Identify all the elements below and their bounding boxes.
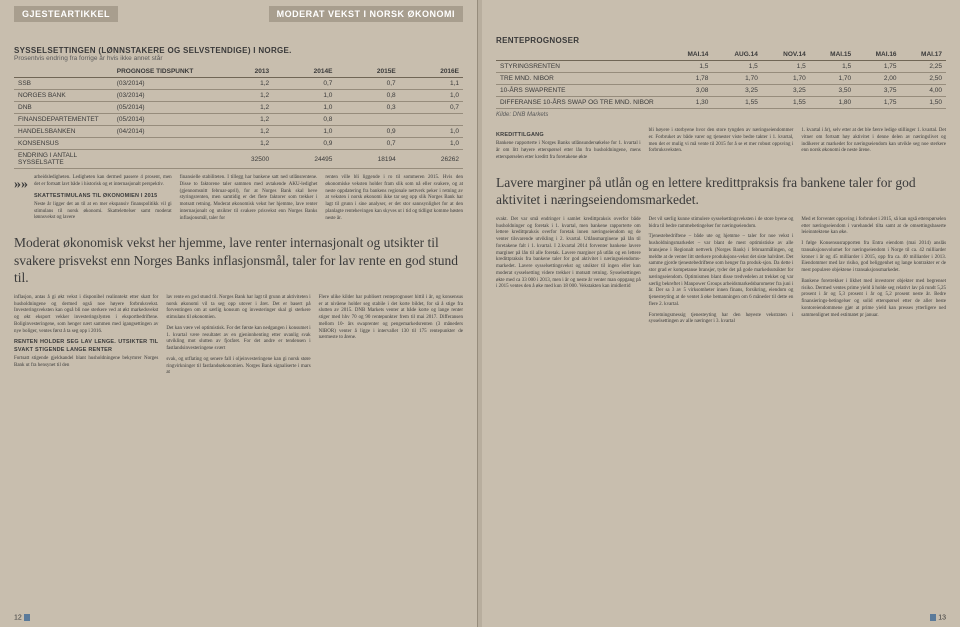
table-row: DNB(05/2014)1,21,00,30,7 [14, 102, 463, 114]
header-left: GJESTEARTIKKEL MODERAT VEKST I NORSK ØKO… [0, 0, 477, 28]
pullquote-left: Moderat økonomisk vekst her hjemme, lave… [14, 234, 463, 287]
right-col2: bli høyere i storbyene hvor den store ty… [649, 128, 794, 166]
table-row: ENDRING I ANTALL SYSSELSATTE325002449518… [14, 150, 463, 169]
table-row: TRE MND. NIBOR1,781,701,701,702,002,50 [496, 73, 946, 85]
table-row: SSB(03/2014)1,20,70,71,1 [14, 78, 463, 90]
table1-subtitle: Prosentvis endring fra forrige år hvis i… [14, 55, 463, 62]
table-renteprognoser: MAI.14AUG.14NOV.14MAI.15MAI.16MAI.17 STY… [496, 49, 946, 109]
table-row: NORGES BANK(03/2014)1,21,00,81,0 [14, 90, 463, 102]
table-row: KONSENSUS1,20,90,71,0 [14, 138, 463, 150]
table2-title: RENTEPROGNOSER [496, 36, 946, 45]
left-col1: arbeidsledigheten. Ledigheten kan dermed… [34, 175, 172, 226]
badge-left: GJESTEARTIKKEL [14, 6, 118, 22]
table-sysselsetting: PROGNOSE TIDSPUNKT20132014E2015E2016E SS… [14, 66, 463, 169]
left-col3: renten ville bli liggende i ro til somme… [325, 175, 463, 226]
right-col2b: Det vil særlig kunne stimulere sysselset… [649, 217, 794, 330]
table-row: DIFFERANSE 10-ÅRS SWAP OG TRE MND. NIBOR… [496, 97, 946, 109]
pagenum-left: 12 [14, 614, 30, 621]
right-col1b: svakt. Det var små endringer i samlet kr… [496, 217, 641, 330]
table-row: STYRINGSRENTEN1,51,51,51,51,752,25 [496, 61, 946, 73]
left-col3b: Flere ulike kilder har publisert rentepr… [319, 295, 463, 381]
page-right: RENTEPROGNOSER MAI.14AUG.14NOV.14MAI.15M… [482, 0, 960, 627]
pullquote-right: Lavere marginer på utlån og en lettere k… [496, 174, 946, 209]
table-row: HANDELSBANKEN(04/2014)1,21,00,91,0 [14, 126, 463, 138]
left-col2b: lav rente en god stund til. Norges Bank … [166, 295, 310, 381]
table-row: 10-ÅRS SWAPRENTE3,083,253,253,503,754,00 [496, 85, 946, 97]
table2-source: Kilde: DNB Markets [496, 112, 946, 118]
page-left: GJESTEARTIKKEL MODERAT VEKST I NORSK ØKO… [0, 0, 478, 627]
table-row: FINANSDEPARTEMENTET(05/2014)1,20,8 [14, 114, 463, 126]
right-col3b: Med et forventet oppsving i forbruket i … [801, 217, 946, 330]
left-col1b: inflasjon, antas å gi økt vekst i dispon… [14, 295, 158, 381]
continuation-marker: »» [14, 177, 28, 192]
pagenum-right: 13 [930, 614, 946, 621]
right-col3: 1. kvartal i år), selv etter at det ble … [801, 128, 946, 166]
left-col2: finansielle stabiliteten. I tillegg har … [180, 175, 318, 226]
right-col1: KREDITTILGANG Bankene rapporterte i Norg… [496, 128, 641, 166]
badge-right: MODERAT VEKST I NORSK ØKONOMI [269, 6, 463, 22]
table1-title: SYSSELSETTINGEN (LØNNSTAKERE OG SELVSTEN… [14, 46, 463, 55]
